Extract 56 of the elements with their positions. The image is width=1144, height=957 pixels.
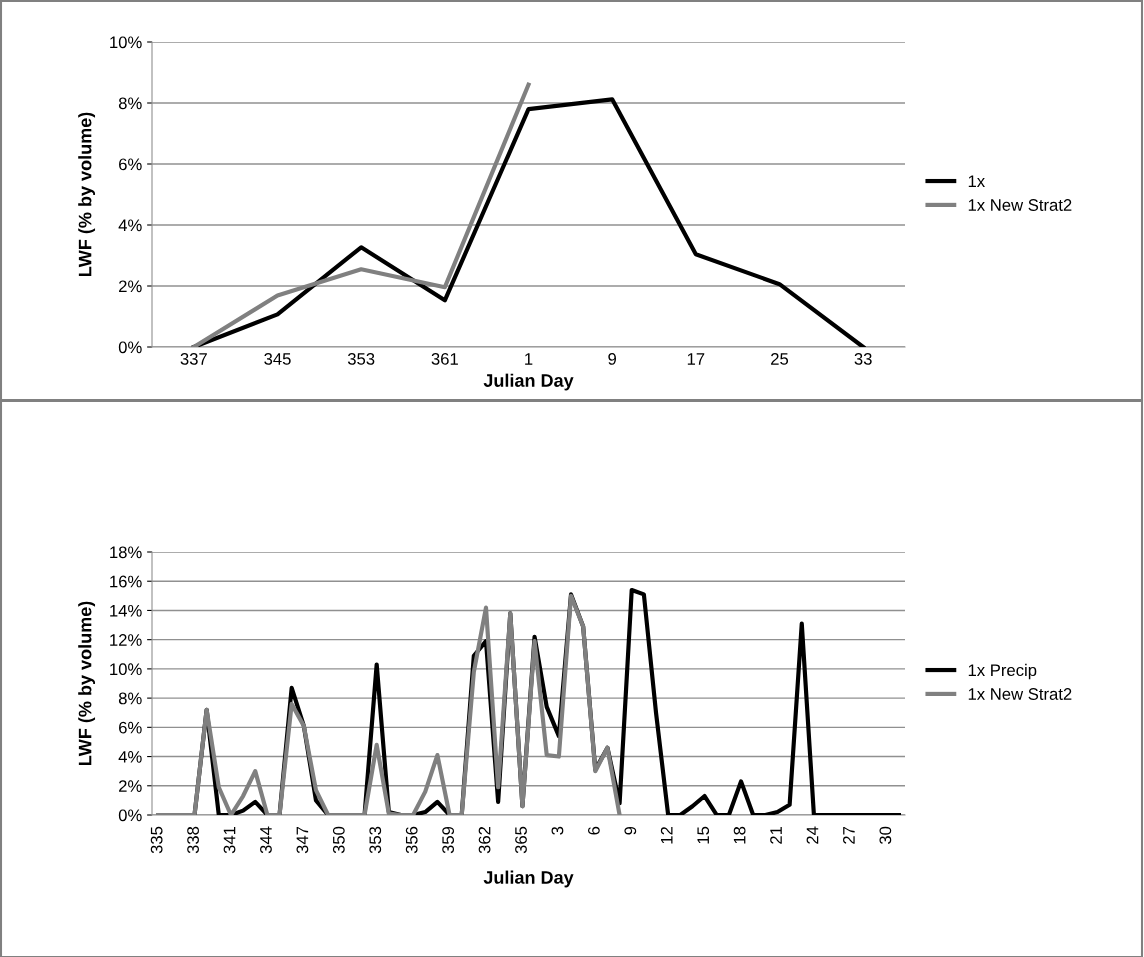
x-tick-label: 24 bbox=[806, 826, 819, 844]
x-tick-label: 3 bbox=[551, 826, 564, 835]
x-tick-label: 353 bbox=[369, 826, 382, 854]
y-tick-label: 0% bbox=[118, 341, 142, 354]
x-tick-label: 9 bbox=[608, 353, 617, 365]
x-tick-label: 361 bbox=[431, 353, 458, 365]
x-tick-label: 21 bbox=[770, 826, 782, 844]
y-tick-label: 12% bbox=[110, 634, 142, 646]
y-tick-label: 10% bbox=[110, 663, 142, 676]
y-tick-label: 8% bbox=[118, 692, 142, 705]
x-tick-label: 359 bbox=[442, 826, 455, 854]
x-tick-label: 18 bbox=[733, 826, 746, 844]
y-tick-label: 4% bbox=[118, 219, 142, 232]
x-tick-label: 12 bbox=[660, 826, 673, 844]
y-tick-label: 6% bbox=[119, 158, 142, 171]
x-tick-label: 350 bbox=[332, 826, 345, 854]
x-tick-label: 1 bbox=[525, 353, 533, 365]
x-tick-label: 356 bbox=[405, 826, 418, 854]
x-tick-label: 345 bbox=[264, 353, 291, 365]
x-tick-label: 25 bbox=[771, 353, 789, 365]
x-tick-label: 347 bbox=[296, 826, 309, 854]
x-tick-label: 344 bbox=[260, 826, 272, 854]
y-axis-title: LWF (% by volume) bbox=[78, 601, 96, 766]
x-tick-label: 30 bbox=[879, 826, 892, 845]
x-tick-label: 17 bbox=[687, 353, 705, 365]
y-tick-label: 10% bbox=[110, 36, 142, 49]
x-tick-label: 9 bbox=[624, 826, 637, 835]
x-tick-label: 27 bbox=[843, 826, 855, 844]
x-tick-label: 353 bbox=[347, 353, 375, 365]
y-tick-label: 18% bbox=[110, 546, 142, 559]
x-tick-label: 365 bbox=[515, 826, 527, 854]
y-tick-label: 4% bbox=[118, 751, 142, 763]
legend-label: 1x New Strat2 bbox=[968, 688, 1072, 700]
x-tick-label: 335 bbox=[150, 826, 163, 854]
y-tick-label: 8% bbox=[118, 97, 142, 110]
y-tick-label: 2% bbox=[119, 780, 142, 792]
legend-label: 1x bbox=[968, 175, 985, 187]
x-tick-label: 33 bbox=[854, 353, 872, 365]
y-tick-label: 0% bbox=[118, 809, 142, 822]
x-axis-title: Julian Day bbox=[483, 870, 574, 888]
x-tick-label: 337 bbox=[180, 353, 207, 365]
legend-label: 1x New Strat2 bbox=[968, 199, 1072, 211]
x-axis-title: Julian Day bbox=[483, 373, 574, 391]
x-tick-label: 362 bbox=[478, 826, 491, 854]
y-tick-label: 6% bbox=[119, 721, 142, 734]
legend-label: 1x Precip bbox=[968, 663, 1037, 680]
line-series bbox=[191, 82, 531, 347]
x-tick-label: 15 bbox=[697, 826, 710, 844]
line-series bbox=[155, 593, 622, 815]
y-tick-label: 16% bbox=[110, 575, 142, 588]
x-tick-label: 338 bbox=[187, 826, 199, 854]
y-axis-title: LWF (% by volume) bbox=[78, 112, 96, 277]
x-tick-label: 341 bbox=[223, 826, 236, 854]
y-tick-label: 14% bbox=[110, 604, 142, 617]
x-tick-label: 6 bbox=[587, 826, 600, 835]
y-tick-label: 2% bbox=[119, 280, 142, 293]
